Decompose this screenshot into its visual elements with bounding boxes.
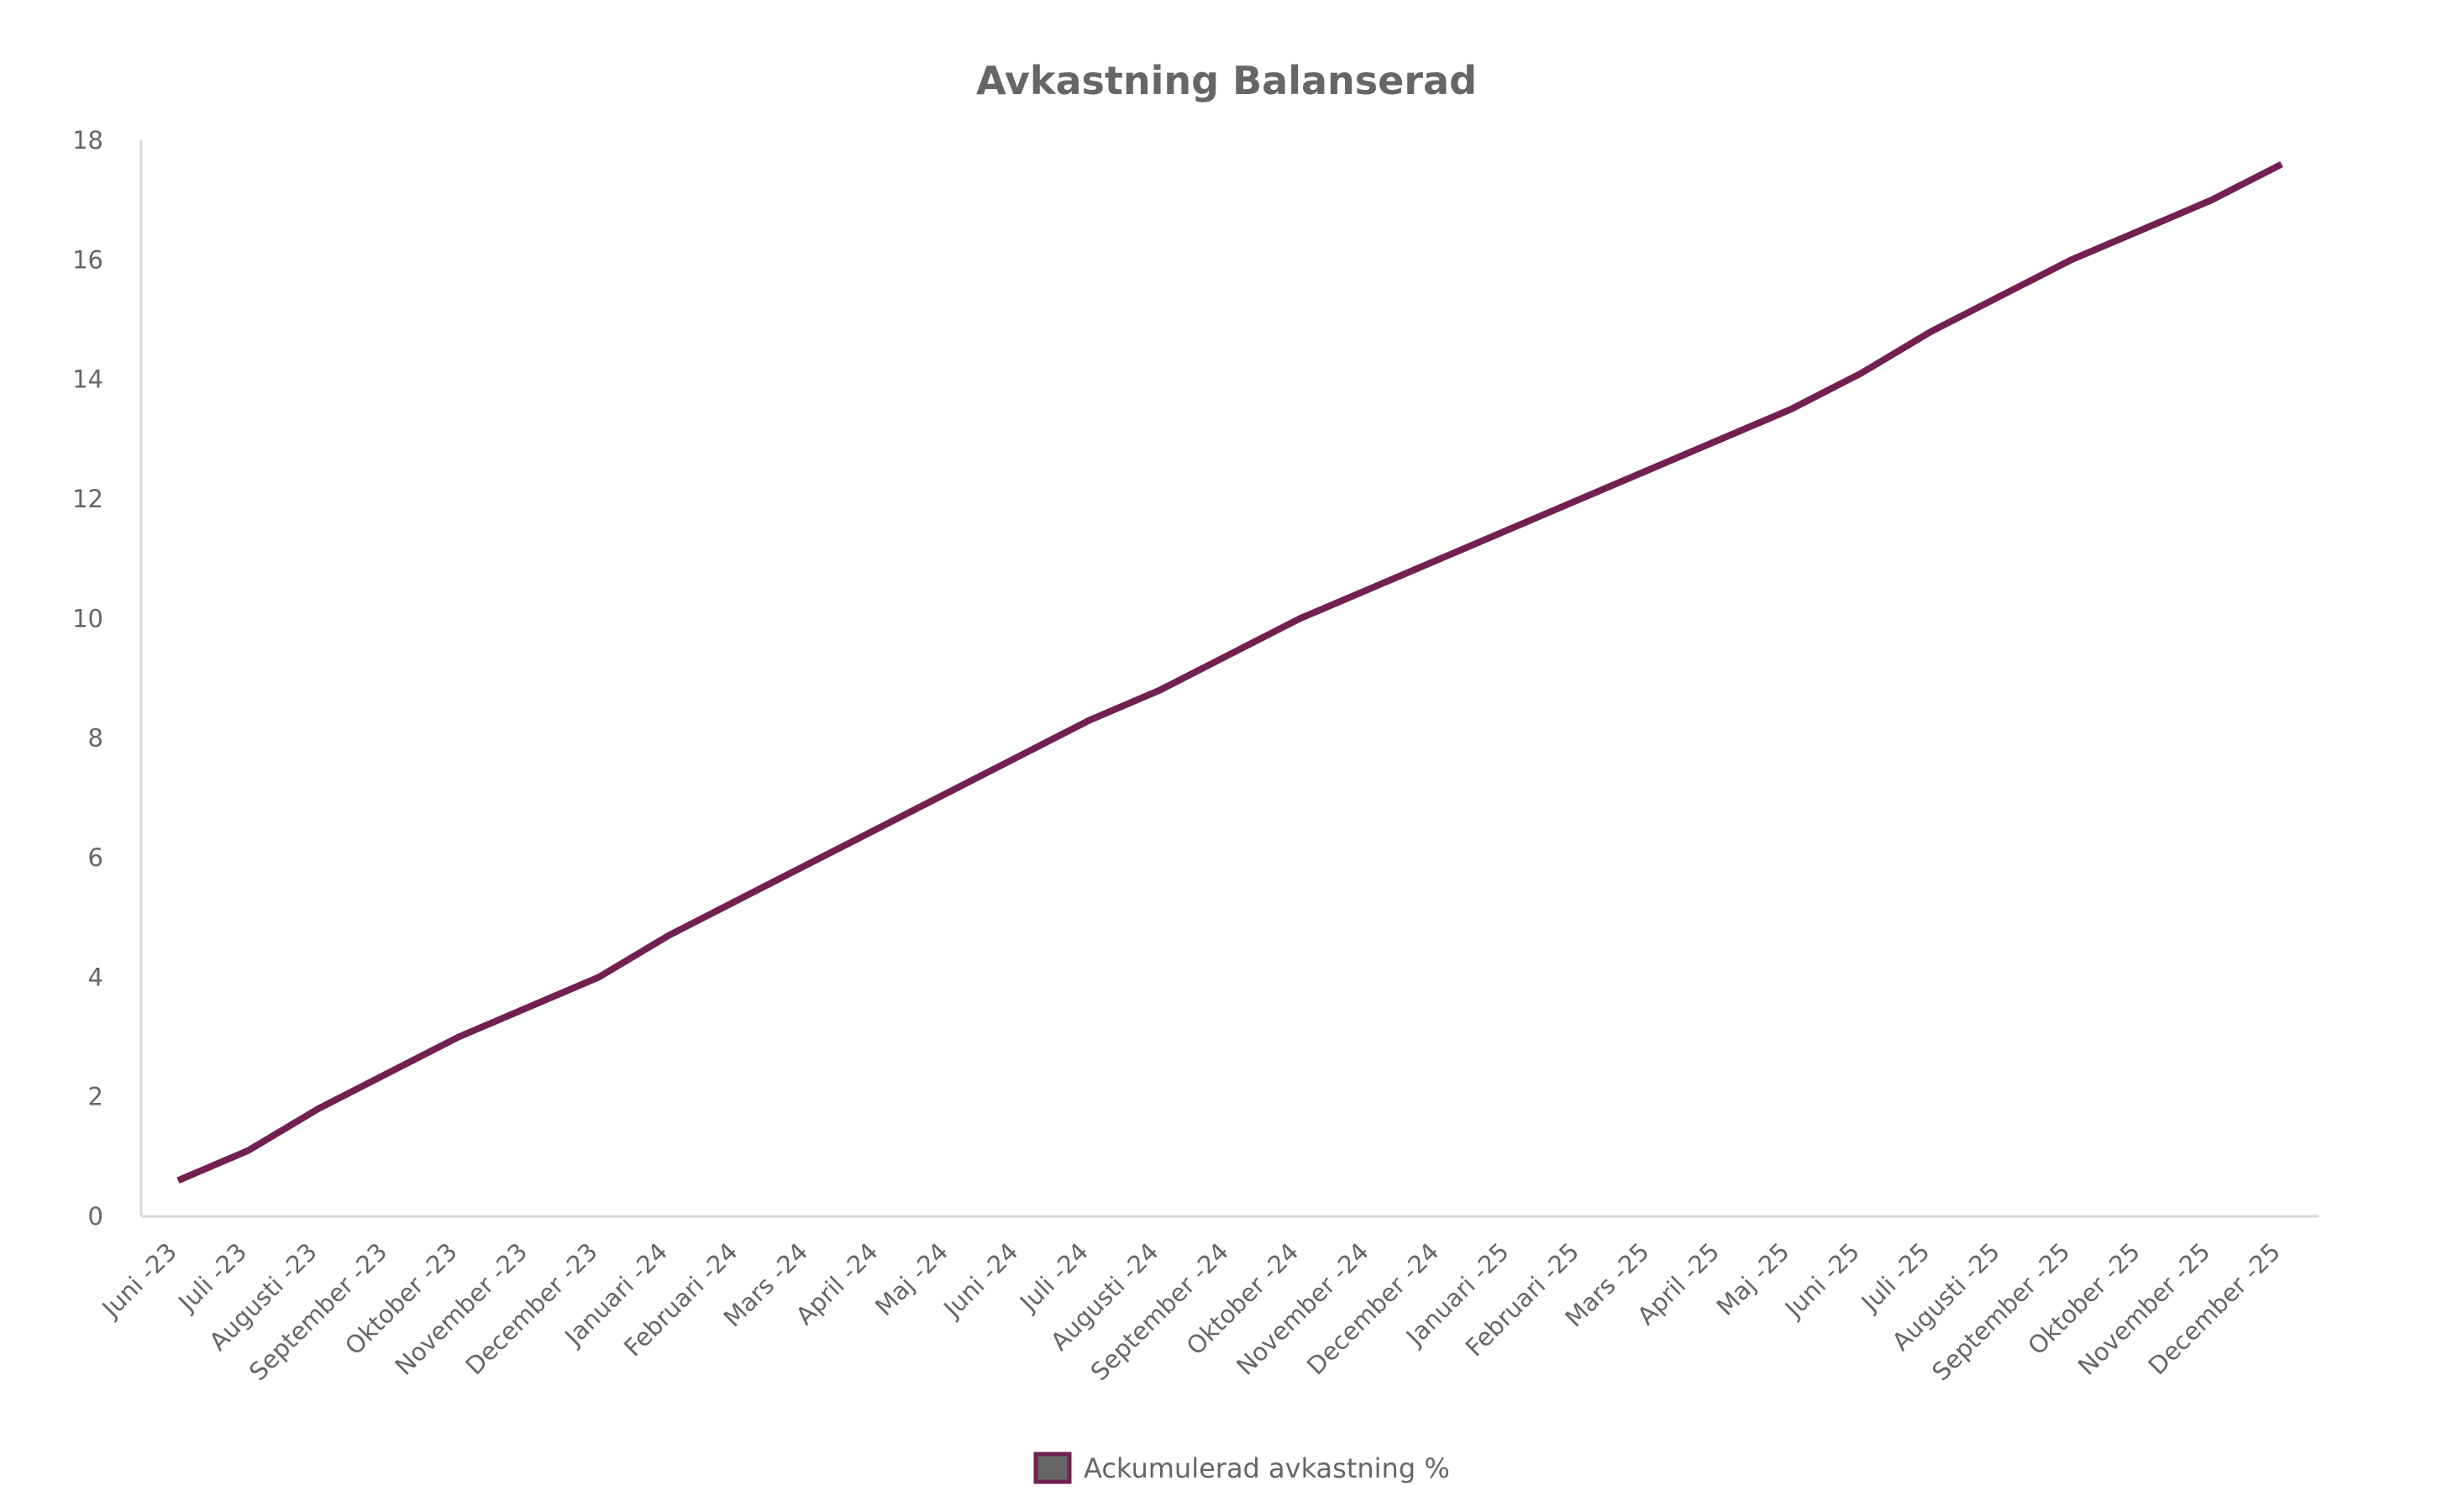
data-point — [876, 824, 883, 831]
y-tick-label: 10 — [72, 604, 103, 633]
chart-title: Avkastning Balanserad — [976, 58, 1477, 103]
y-tick-label: 0 — [88, 1202, 103, 1231]
y-tick-label: 8 — [88, 724, 103, 753]
x-tick-label: Juni -24 — [937, 1237, 1023, 1324]
data-point — [2209, 197, 2215, 203]
x-tick-label: Maj -24 — [869, 1237, 953, 1321]
data-point — [1998, 292, 2004, 299]
legend-swatch — [1033, 1452, 1072, 1484]
y-tick-label: 14 — [72, 365, 103, 394]
data-point — [1857, 370, 1864, 377]
data-point — [665, 932, 672, 939]
y-tick-label: 12 — [72, 485, 103, 513]
data-point — [455, 1034, 462, 1041]
data-point — [1157, 687, 1163, 694]
y-tick-label: 4 — [88, 963, 103, 991]
data-point — [1717, 436, 1724, 443]
data-point — [806, 860, 812, 867]
data-point — [385, 1069, 391, 1076]
data-point — [1647, 465, 1654, 472]
data-point — [1928, 328, 1935, 335]
data-point — [1367, 585, 1374, 592]
y-tick-label: 6 — [88, 843, 103, 872]
y-tick-label: 16 — [72, 245, 103, 274]
data-point — [1437, 555, 1443, 562]
series-line — [176, 160, 2283, 1184]
x-tick-label: Maj -25 — [1711, 1237, 1795, 1321]
data-point — [736, 896, 743, 903]
data-point — [946, 789, 953, 795]
legend-label: Ackumulerad avkastning % — [1084, 1452, 1450, 1484]
series-layer — [175, 160, 2285, 1184]
data-point — [315, 1105, 322, 1112]
y-axis: 0 2 4 6 8 10 12 14 16 18 — [72, 126, 143, 1231]
x-tick-label: Juni -25 — [1778, 1237, 1865, 1324]
data-point — [1788, 406, 1794, 412]
legend: Ackumulerad avkastning % — [1033, 1452, 1450, 1484]
y-tick-label: 2 — [88, 1083, 103, 1111]
y-tick-label: 18 — [72, 126, 103, 155]
x-tick-label: Juni -23 — [96, 1237, 182, 1324]
data-point — [2068, 256, 2075, 263]
data-point — [2138, 227, 2145, 234]
data-point — [1296, 615, 1303, 622]
data-point — [1016, 753, 1023, 759]
data-point — [175, 1177, 181, 1184]
data-point — [1577, 496, 1584, 502]
data-point — [1226, 651, 1233, 658]
data-point — [244, 1147, 251, 1154]
data-point — [1086, 717, 1093, 723]
data-point — [596, 974, 602, 980]
data-point — [1507, 526, 1514, 533]
data-point — [2278, 160, 2285, 167]
data-point — [525, 1004, 532, 1011]
